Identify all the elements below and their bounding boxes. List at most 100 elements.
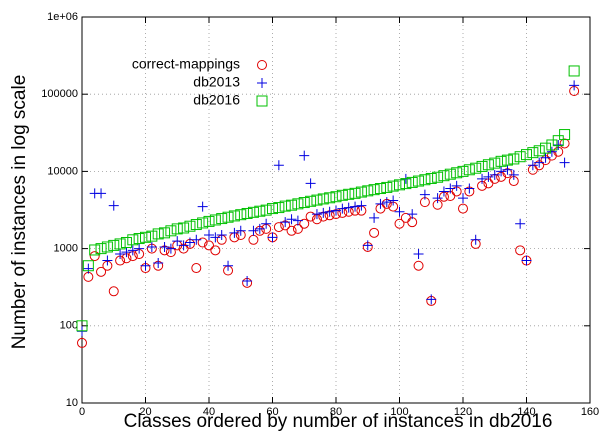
point — [286, 199, 298, 211]
point — [197, 201, 208, 212]
point — [458, 203, 468, 214]
point — [463, 164, 475, 176]
point — [451, 180, 462, 191]
plot-frame — [81, 16, 591, 404]
point — [477, 173, 488, 184]
point — [394, 179, 405, 191]
point — [101, 241, 113, 253]
point — [540, 152, 551, 163]
point — [292, 223, 303, 234]
point — [108, 200, 119, 211]
legend-label: db2013 — [193, 74, 240, 90]
point — [457, 165, 469, 177]
point — [375, 198, 386, 209]
point — [140, 260, 151, 271]
legend-marker — [257, 60, 267, 70]
point — [559, 157, 570, 168]
point — [247, 206, 259, 218]
point — [489, 157, 501, 169]
point — [120, 236, 132, 248]
point — [305, 195, 317, 207]
point — [229, 227, 240, 238]
point — [508, 169, 519, 180]
point — [178, 240, 189, 251]
point — [324, 206, 335, 217]
point — [400, 178, 412, 190]
point — [115, 249, 126, 260]
point — [546, 139, 558, 151]
point — [82, 260, 94, 272]
point — [470, 162, 482, 174]
point — [406, 176, 418, 188]
point — [483, 171, 494, 182]
y-tick-label: 10000 — [47, 165, 78, 177]
point — [286, 225, 297, 236]
point — [451, 167, 463, 179]
point — [89, 251, 100, 262]
point — [521, 255, 532, 266]
point — [146, 230, 158, 242]
point — [337, 203, 348, 214]
point — [355, 186, 367, 198]
point — [83, 271, 94, 282]
x-tick-label: 140 — [517, 406, 535, 418]
point — [336, 189, 348, 201]
point — [482, 159, 494, 171]
legend-label: correct-mappings — [132, 56, 240, 72]
point — [235, 225, 246, 236]
point — [203, 215, 215, 227]
point — [419, 189, 430, 200]
point — [261, 218, 272, 229]
point — [228, 210, 240, 222]
point — [368, 184, 380, 196]
point — [152, 228, 164, 240]
point — [299, 150, 310, 161]
point — [127, 245, 138, 256]
x-tick-label: 100 — [390, 406, 408, 418]
point — [343, 188, 355, 200]
point — [425, 172, 437, 184]
point — [515, 218, 526, 229]
point — [292, 215, 303, 226]
point — [216, 213, 228, 225]
point — [248, 234, 259, 245]
point — [108, 286, 119, 297]
point — [413, 260, 424, 271]
point — [521, 149, 532, 161]
point — [413, 249, 424, 260]
point — [273, 160, 284, 171]
point — [254, 223, 265, 234]
point — [210, 232, 221, 243]
point — [369, 212, 380, 223]
point — [438, 186, 449, 197]
legend-label: db2016 — [193, 92, 240, 108]
point — [204, 240, 214, 251]
point — [381, 197, 392, 208]
point — [165, 243, 176, 254]
point — [191, 263, 202, 274]
x-tick-label: 40 — [203, 406, 215, 418]
point — [350, 201, 361, 212]
point — [502, 164, 513, 175]
point — [318, 207, 329, 218]
point — [184, 220, 196, 232]
point — [317, 193, 329, 205]
point — [216, 230, 227, 241]
point — [210, 245, 221, 256]
point — [114, 238, 126, 250]
point — [470, 234, 481, 245]
point — [464, 183, 475, 194]
point — [197, 237, 208, 248]
x-axis-label: Classes ordered by number of instances i… — [124, 411, 553, 432]
point — [369, 227, 380, 238]
point — [279, 200, 291, 212]
point — [222, 211, 234, 223]
point — [286, 214, 297, 225]
point — [159, 227, 171, 239]
point — [387, 180, 399, 192]
point — [305, 178, 316, 189]
y-tick-label: 1e+06 — [47, 11, 78, 23]
point — [533, 145, 545, 157]
point — [419, 174, 431, 186]
point — [534, 157, 545, 168]
